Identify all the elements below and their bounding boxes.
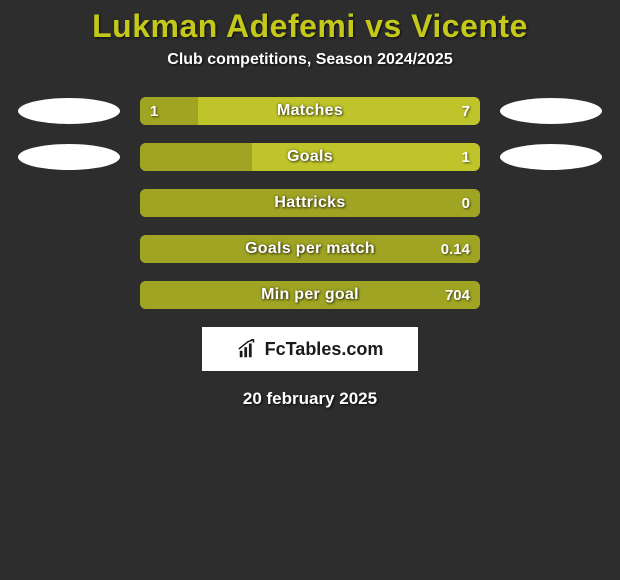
stat-bar: Matches1 7 xyxy=(140,97,480,125)
stat-bar: Hattricks0 xyxy=(140,189,480,217)
player-right-marker xyxy=(500,144,602,170)
stat-row: Min per goal704 xyxy=(0,281,620,309)
stat-row: Goals per match0.14 xyxy=(0,235,620,263)
stat-value-right: 7 xyxy=(462,97,470,125)
stat-row: Hattricks0 xyxy=(0,189,620,217)
stat-row: Matches1 7 xyxy=(0,97,620,125)
stat-label: Hattricks xyxy=(140,189,480,217)
source-badge: FcTables.com xyxy=(202,327,418,371)
stat-label: Goals xyxy=(140,143,480,171)
stat-row: Goals1 xyxy=(0,143,620,171)
stat-bar: Goals1 xyxy=(140,143,480,171)
snapshot-date: 20 february 2025 xyxy=(0,389,620,409)
stat-value-right: 0 xyxy=(462,189,470,217)
stat-value-right: 1 xyxy=(462,143,470,171)
player-right-marker xyxy=(500,98,602,124)
player-left-marker xyxy=(18,144,120,170)
comparison-subtitle: Club competitions, Season 2024/2025 xyxy=(0,51,620,69)
chart-icon xyxy=(237,338,259,360)
stat-label: Goals per match xyxy=(140,235,480,263)
stat-label: Min per goal xyxy=(140,281,480,309)
player-left-marker xyxy=(18,98,120,124)
stat-bar: Min per goal704 xyxy=(140,281,480,309)
comparison-title: Lukman Adefemi vs Vicente xyxy=(0,8,620,45)
stat-value-right: 0.14 xyxy=(441,235,470,263)
stat-value-right: 704 xyxy=(445,281,470,309)
source-badge-text: FcTables.com xyxy=(265,339,384,360)
stat-bar: Goals per match0.14 xyxy=(140,235,480,263)
stat-label: Matches xyxy=(140,97,480,125)
stat-value-left: 1 xyxy=(150,97,158,125)
